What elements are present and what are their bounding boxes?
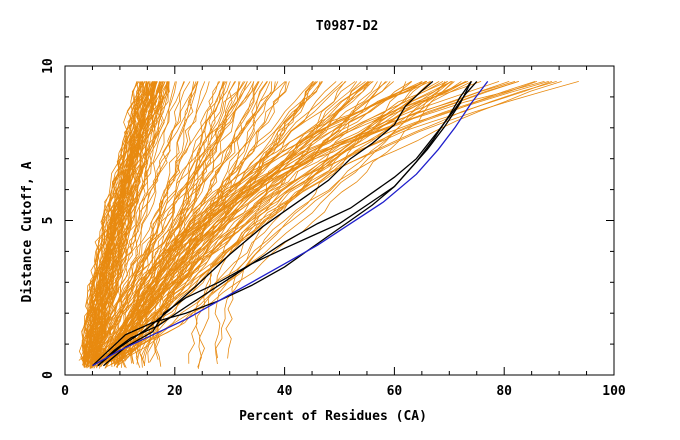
y-tick-label: 0 [41, 371, 56, 379]
background-curve [91, 81, 248, 364]
x-tick-label: 0 [61, 384, 69, 399]
highlight-curve-1 [92, 81, 472, 367]
background-curve [95, 81, 356, 361]
x-tick-label: 20 [167, 384, 183, 399]
background-curve [84, 81, 166, 363]
background-curve [114, 81, 500, 367]
background-curve [215, 81, 562, 359]
background-curve [136, 81, 428, 368]
background-curve [188, 81, 553, 364]
background-curve [106, 81, 198, 367]
highlight-curves [92, 80, 489, 367]
background-curve [91, 81, 286, 368]
x-tick-label: 60 [387, 384, 403, 399]
background-curve [80, 81, 140, 368]
background-curve [115, 81, 432, 359]
axis-ticks: 0 20 40 60 80 100 0 5 10 [41, 58, 626, 399]
background-curves [78, 81, 579, 369]
background-curve [115, 81, 519, 364]
background-curve [94, 81, 195, 359]
background-curve [113, 81, 386, 360]
background-curve [104, 81, 382, 364]
background-curve [225, 81, 538, 359]
background-curve [87, 81, 161, 365]
x-tick-label: 80 [496, 384, 512, 399]
background-curve [214, 81, 579, 365]
y-tick-label: 5 [41, 217, 56, 225]
highlight-curve-3 [97, 80, 434, 367]
highlight-curve-4 [102, 81, 472, 367]
background-curve [134, 81, 423, 359]
background-curve [105, 81, 176, 369]
background-curve [94, 81, 225, 359]
background-curve [105, 81, 276, 363]
background-curve [86, 81, 151, 367]
background-curve [100, 81, 206, 359]
background-curve [120, 81, 452, 368]
highlight-curve-5 [92, 81, 489, 367]
background-curve [82, 81, 146, 360]
background-curve [111, 81, 252, 362]
background-curve [91, 81, 454, 364]
background-curve [89, 81, 248, 365]
background-curve [94, 81, 151, 360]
x-tick-label: 40 [277, 384, 293, 399]
background-curve [149, 81, 510, 363]
background-curve [85, 81, 149, 368]
background-curve [94, 81, 241, 367]
x-tick-label: 100 [602, 384, 626, 399]
background-curve [121, 81, 448, 369]
background-curve [129, 81, 431, 364]
background-curve [121, 81, 469, 368]
background-curve [90, 81, 170, 369]
background-curve [195, 81, 549, 368]
background-curve [197, 81, 536, 369]
y-tick-label: 10 [41, 58, 56, 74]
y-axis-label: Distance Cutoff, A [20, 161, 35, 302]
chart-title: T0987-D2 [316, 19, 379, 34]
background-curve [142, 81, 473, 360]
background-curve [93, 81, 141, 365]
x-axis-label: Percent of Residues (CA) [239, 409, 427, 424]
background-curve [92, 81, 314, 362]
background-curve [101, 81, 378, 363]
